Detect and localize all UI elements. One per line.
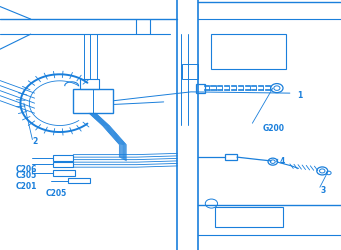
Text: G200: G200 — [263, 123, 285, 132]
Text: 3: 3 — [321, 186, 326, 194]
Text: 4: 4 — [280, 157, 285, 166]
Text: C201: C201 — [15, 182, 37, 191]
Text: 2: 2 — [32, 137, 38, 146]
Text: 1: 1 — [297, 90, 302, 100]
Text: C205: C205 — [46, 188, 67, 197]
Text: C305: C305 — [15, 170, 36, 179]
Text: C206: C206 — [15, 164, 37, 173]
